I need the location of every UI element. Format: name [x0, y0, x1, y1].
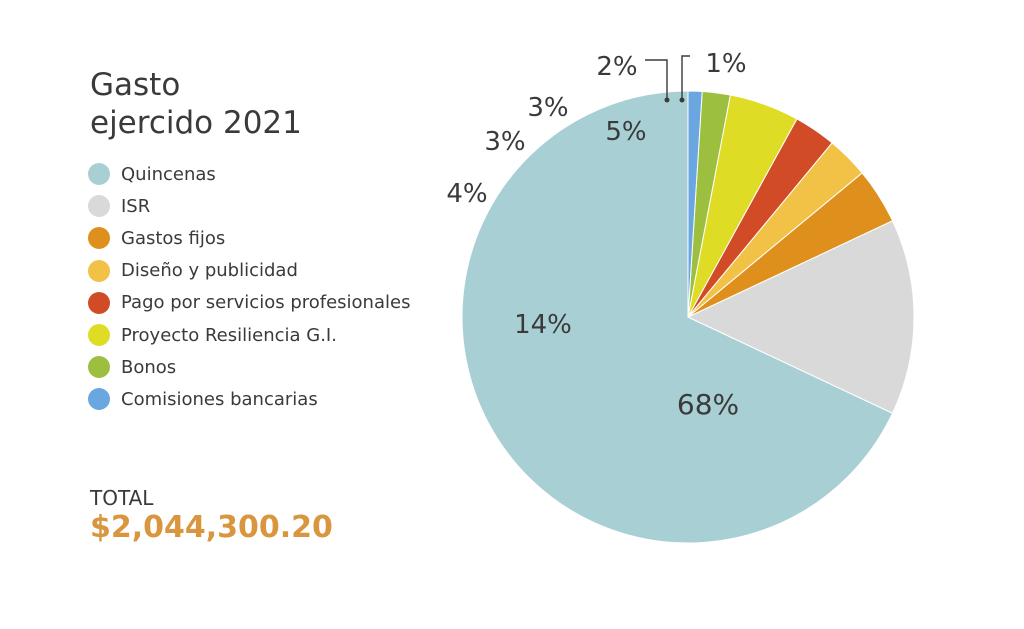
- legend-item-comisiones: Comisiones bancarias: [88, 383, 410, 415]
- legend-swatch: [88, 259, 110, 282]
- total-label: TOTAL: [90, 486, 154, 510]
- legend-label: Quincenas: [121, 163, 216, 185]
- legend-swatch: [88, 227, 110, 250]
- pie-slice-7: [687, 90, 703, 318]
- legend-swatch: [88, 356, 110, 379]
- legend-label: Pago por servicios profesionales: [121, 292, 411, 314]
- legend-swatch: [88, 324, 110, 347]
- title-line-1: Gasto: [90, 67, 181, 103]
- legend-item-gastos-fijos: Gastos fijos: [88, 222, 410, 254]
- legend-item-servicios: Pago por servicios profesionales: [88, 287, 410, 319]
- legend-label: Gastos fijos: [121, 227, 226, 249]
- legend-swatch: [88, 388, 110, 411]
- leader-dot-comisiones: [679, 97, 685, 103]
- legend-item-quincenas: Quincenas: [88, 158, 410, 190]
- total-value: $2,044,300.20: [90, 510, 333, 545]
- legend-item-resiliencia: Proyecto Resiliencia G.I.: [88, 319, 410, 351]
- legend-label: Comisiones bancarias: [121, 388, 318, 410]
- legend-label: Diseño y publicidad: [121, 260, 298, 282]
- slice-label-1: 14%: [514, 310, 572, 340]
- legend: Quincenas ISR Gastos fijos Diseño y publ…: [88, 158, 410, 416]
- legend-label: ISR: [121, 195, 151, 217]
- legend-swatch: [88, 291, 110, 314]
- legend-swatch: [88, 163, 110, 186]
- legend-label: Bonos: [121, 356, 177, 378]
- slice-label-3: 3%: [484, 127, 525, 157]
- chart-title: Gasto ejercido 2021: [90, 66, 302, 142]
- leader-line-comisiones: [681, 55, 690, 99]
- slice-label-5: 5%: [605, 117, 646, 147]
- slice-label-2: 4%: [446, 179, 487, 209]
- legend-item-bonos: Bonos: [88, 351, 410, 383]
- pie-slice-1: [686, 220, 915, 414]
- legend-swatch: [88, 195, 110, 218]
- pie-slice-0: [461, 90, 894, 544]
- legend-item-diseno: Diseño y publicidad: [88, 255, 410, 287]
- slice-label-4: 3%: [527, 93, 568, 123]
- leader-line-bonos: [645, 59, 668, 99]
- legend-item-isr: ISR: [88, 190, 410, 222]
- slice-label-6: 2%: [596, 52, 637, 82]
- title-line-2: ejercido 2021: [90, 105, 302, 141]
- legend-label: Proyecto Resiliencia G.I.: [121, 324, 337, 346]
- leader-dot-bonos: [664, 97, 670, 103]
- slice-label-0: 68%: [677, 388, 739, 421]
- slice-label-7: 1%: [705, 49, 746, 79]
